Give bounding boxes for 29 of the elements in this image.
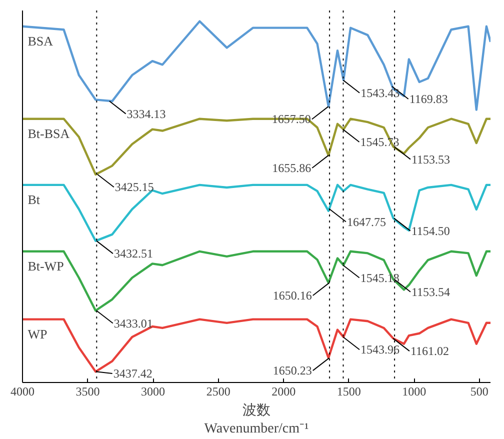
annotation: 1153.53: [411, 152, 450, 166]
annotation: 1655.86: [272, 160, 312, 175]
x-tick-label: 1500: [336, 384, 361, 398]
x-tick-label: 3000: [141, 384, 166, 398]
annotation: 3425.15: [114, 180, 154, 194]
series-label: BSA: [28, 34, 54, 49]
x-tick-label: 2500: [206, 384, 230, 398]
annotation: 3433.01: [114, 316, 153, 330]
annotation: 3334.13: [126, 106, 166, 121]
annotation: 1543.96: [360, 342, 400, 357]
series-label: Bt-WP: [28, 258, 64, 274]
x-tick-label: 1000: [402, 384, 426, 398]
annotation: 1650.16: [272, 288, 312, 302]
series-label: WP: [28, 326, 48, 342]
annotation: 3437.42: [113, 366, 152, 380]
x-tick-label: 2000: [272, 384, 296, 398]
annotation: 1169.83: [409, 92, 448, 106]
annotation: 1154.50: [411, 224, 450, 238]
series-label: Bt: [28, 192, 40, 208]
series-label: Bt-BSA: [28, 126, 70, 142]
x-tick-label: 4000: [10, 384, 34, 398]
x-tick-label: 500: [470, 384, 488, 398]
annotation: 1161.02: [410, 344, 450, 358]
annotation: 1647.75: [346, 214, 386, 229]
annotation: 1153.54: [411, 284, 450, 299]
x-axis-title: 波数 Wavenumber/cm⁻¹: [204, 402, 309, 436]
annotation: 3432.51: [114, 246, 153, 261]
x-tick-label: 3500: [76, 384, 100, 398]
annotation: 1650.23: [272, 364, 312, 378]
